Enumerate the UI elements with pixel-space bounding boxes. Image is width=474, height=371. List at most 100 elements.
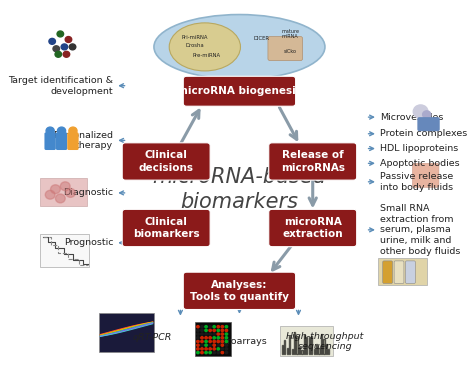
FancyBboxPatch shape [383,261,392,283]
Text: siCko: siCko [284,49,297,54]
FancyBboxPatch shape [378,257,427,285]
Text: Drosha: Drosha [185,43,204,48]
FancyBboxPatch shape [40,234,89,267]
Text: Target identification &
development: Target identification & development [8,76,113,96]
Circle shape [205,336,207,339]
Circle shape [213,340,215,342]
Circle shape [201,333,203,335]
Circle shape [57,127,65,135]
Text: Microarrays: Microarrays [211,337,267,346]
Circle shape [201,348,203,350]
Circle shape [53,46,60,52]
Circle shape [213,336,215,339]
Circle shape [209,348,211,350]
FancyBboxPatch shape [299,347,300,354]
Circle shape [201,351,203,354]
Circle shape [69,44,76,50]
Circle shape [55,194,65,203]
Text: Protein complexes: Protein complexes [380,129,467,138]
Circle shape [225,333,228,335]
Circle shape [225,344,228,346]
Circle shape [205,326,207,328]
FancyBboxPatch shape [289,335,291,354]
Circle shape [225,326,228,328]
FancyBboxPatch shape [183,76,296,106]
Circle shape [217,348,219,350]
Circle shape [197,336,199,339]
Circle shape [209,333,211,335]
FancyBboxPatch shape [306,337,308,354]
Text: Pre-miRNA: Pre-miRNA [193,53,221,58]
Circle shape [201,340,203,342]
Circle shape [61,44,68,50]
Circle shape [209,340,211,342]
Circle shape [217,333,219,335]
Text: Analyses:
Tools to quantify: Analyses: Tools to quantify [190,280,289,302]
Circle shape [69,127,77,135]
Circle shape [209,351,211,354]
FancyBboxPatch shape [321,334,322,354]
Circle shape [221,329,224,332]
FancyBboxPatch shape [287,348,288,354]
FancyBboxPatch shape [284,340,285,354]
Text: HDL lipoproteins: HDL lipoproteins [380,144,458,153]
Circle shape [213,348,215,350]
Circle shape [221,351,224,354]
Text: Pri-miRNA: Pri-miRNA [182,35,208,40]
Circle shape [201,336,203,339]
FancyBboxPatch shape [294,332,295,354]
Circle shape [221,348,224,350]
Circle shape [57,31,64,37]
Circle shape [217,329,219,332]
Circle shape [217,344,219,346]
FancyBboxPatch shape [122,143,210,180]
Circle shape [209,326,211,328]
FancyBboxPatch shape [269,209,357,247]
FancyBboxPatch shape [67,132,79,150]
Circle shape [45,190,55,199]
FancyBboxPatch shape [394,261,404,283]
Text: Small RNA
extraction from
serum, plasma
urine, milk and
other body fluids: Small RNA extraction from serum, plasma … [380,204,460,256]
Circle shape [60,182,70,191]
Circle shape [217,336,219,339]
FancyBboxPatch shape [282,345,283,354]
Circle shape [221,326,224,328]
FancyBboxPatch shape [268,37,302,60]
Text: microRNA
extraction: microRNA extraction [283,217,343,239]
Circle shape [197,329,199,332]
Circle shape [197,340,199,342]
Circle shape [49,38,55,44]
Circle shape [213,326,215,328]
Circle shape [205,340,207,342]
Circle shape [213,333,215,335]
Circle shape [201,326,203,328]
FancyBboxPatch shape [313,349,315,354]
Circle shape [209,336,211,339]
Circle shape [205,351,207,354]
Circle shape [197,333,199,335]
Text: Release of
microRNAs: Release of microRNAs [281,150,345,173]
FancyBboxPatch shape [122,209,210,247]
Circle shape [225,351,228,354]
Circle shape [225,348,228,350]
Circle shape [213,329,215,332]
Text: Clinical
decisions: Clinical decisions [139,150,194,173]
Text: qRT-PCR: qRT-PCR [132,332,172,342]
FancyBboxPatch shape [45,132,56,150]
Text: Clinical
biomarkers: Clinical biomarkers [133,217,200,239]
FancyBboxPatch shape [296,336,298,354]
Circle shape [221,336,224,339]
FancyBboxPatch shape [309,337,310,354]
Circle shape [205,333,207,335]
Circle shape [225,336,228,339]
Circle shape [413,105,428,118]
Circle shape [217,340,219,342]
Circle shape [217,351,219,354]
Text: microRNA biogenesis: microRNA biogenesis [177,86,302,96]
FancyBboxPatch shape [99,313,154,352]
Circle shape [46,127,54,135]
Ellipse shape [169,23,240,71]
Text: DICER: DICER [254,36,270,41]
FancyBboxPatch shape [323,339,325,354]
FancyBboxPatch shape [301,350,302,354]
